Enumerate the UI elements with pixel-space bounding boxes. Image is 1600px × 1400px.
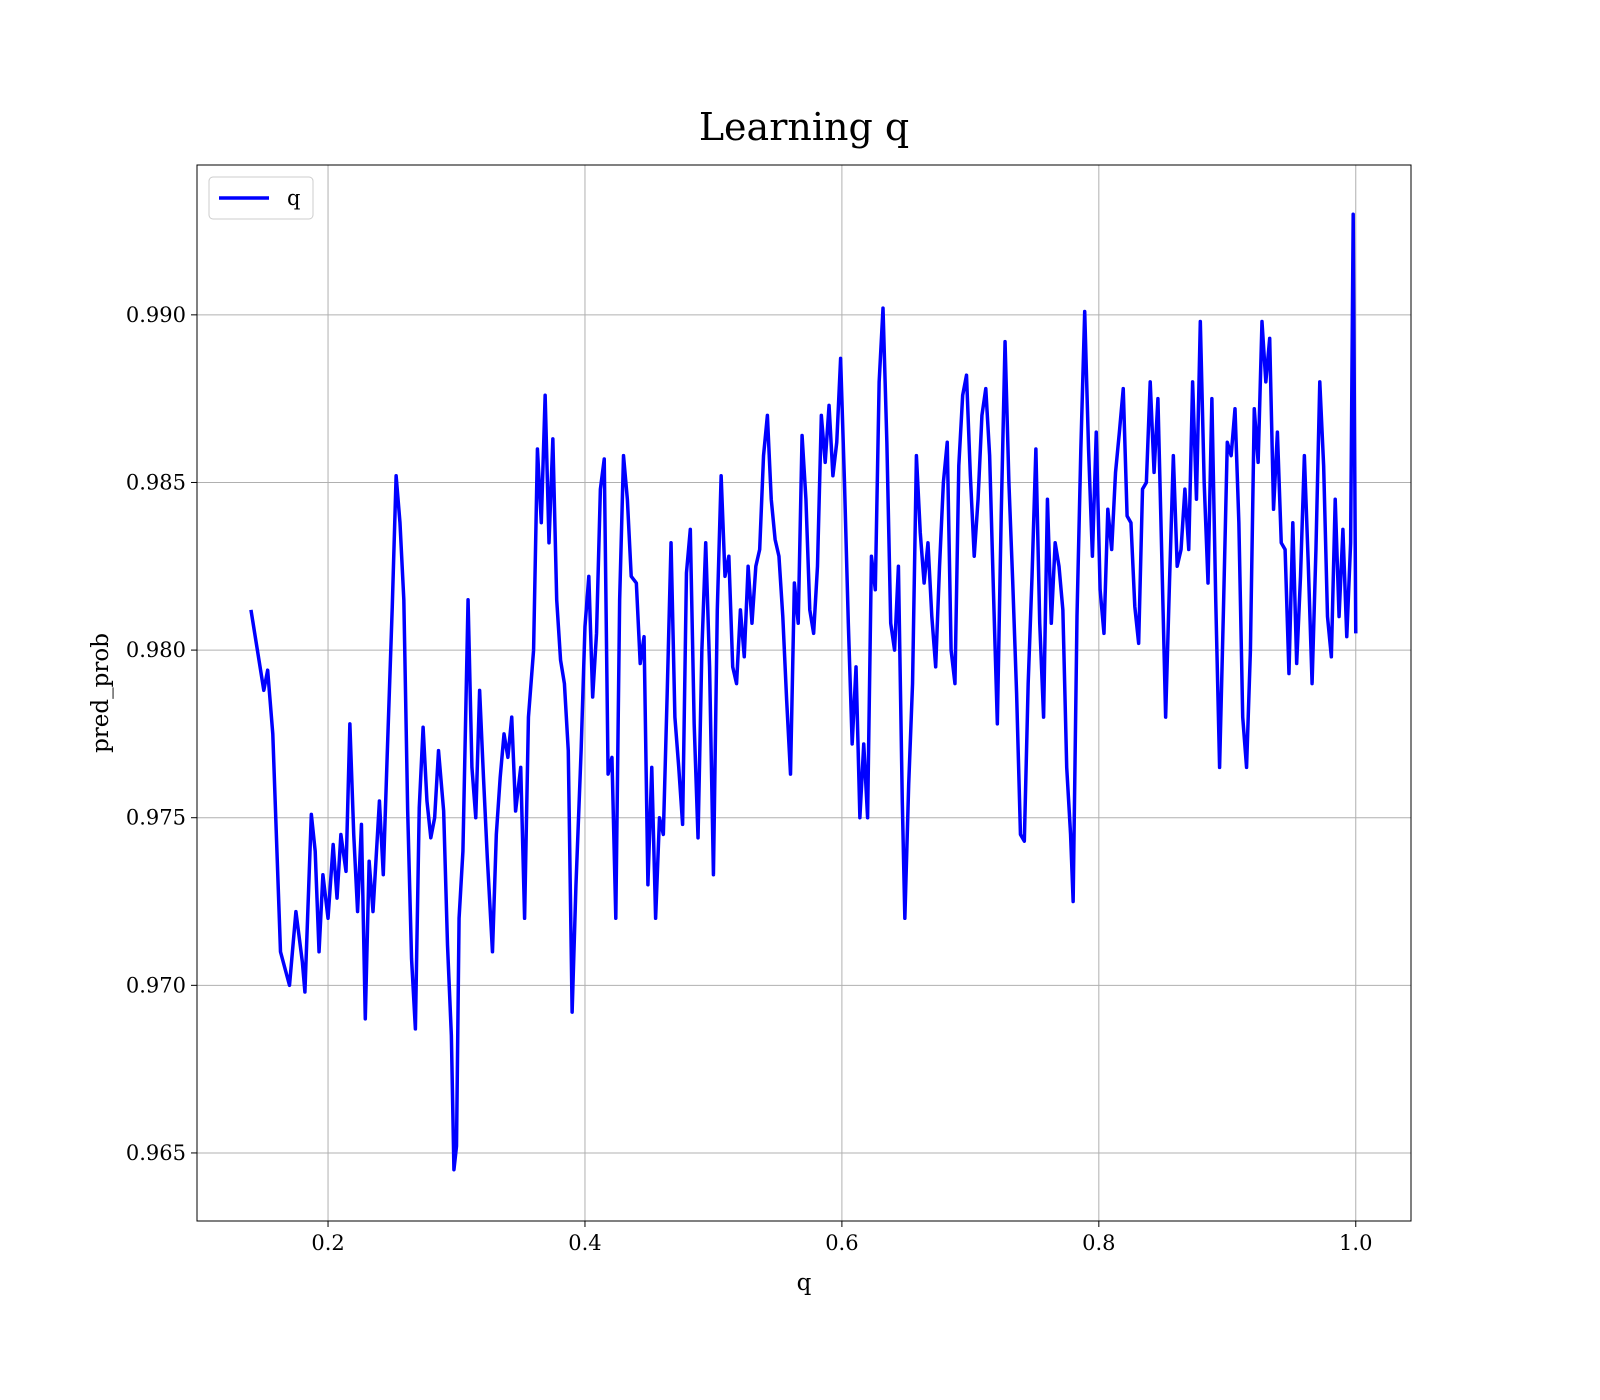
data-line [249, 212, 1358, 1172]
x-tick-label: 1.0 [1339, 1231, 1372, 1255]
y-tick-label: 0.990 [126, 303, 186, 327]
chart-title: Learning q [699, 105, 909, 149]
y-tick-label: 0.965 [126, 1141, 186, 1165]
x-axis-label: q [797, 1270, 812, 1296]
legend-label: q [287, 186, 300, 210]
y-tick-label: 0.970 [126, 973, 186, 997]
x-tick-label: 0.2 [311, 1231, 344, 1255]
x-tick-label: 0.6 [825, 1231, 858, 1255]
y-axis-label: pred_prob [88, 633, 114, 753]
plot-frame [196, 164, 1412, 1222]
y-tick-label: 0.975 [126, 806, 186, 830]
x-tick-label: 0.8 [1082, 1231, 1115, 1255]
x-tick-label: 0.4 [568, 1231, 601, 1255]
y-tick-label: 0.985 [126, 470, 186, 494]
y-tick-label: 0.980 [126, 638, 186, 662]
